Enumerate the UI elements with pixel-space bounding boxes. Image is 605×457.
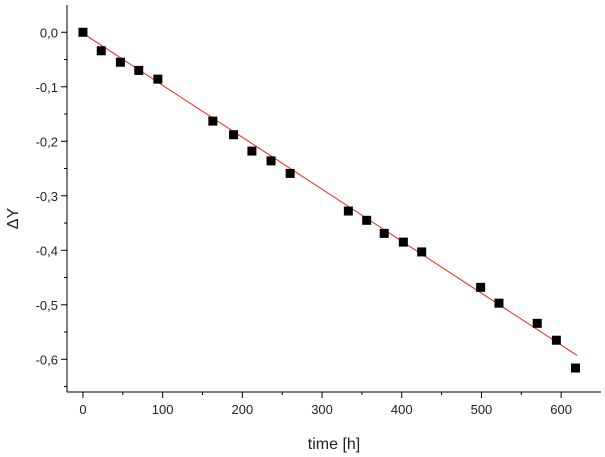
data-point bbox=[494, 298, 504, 308]
data-point bbox=[570, 363, 580, 373]
x-tick-label: 500 bbox=[471, 402, 493, 417]
data-point bbox=[153, 74, 163, 84]
x-tick-label: 100 bbox=[152, 402, 174, 417]
data-point bbox=[551, 335, 561, 345]
y-tick-label: 0,0 bbox=[40, 25, 58, 40]
data-point bbox=[362, 215, 372, 225]
data-point bbox=[417, 247, 427, 257]
data-point bbox=[134, 65, 144, 75]
y-tick-label: -0,5 bbox=[36, 298, 58, 313]
x-tick-label: 300 bbox=[311, 402, 333, 417]
data-point bbox=[398, 237, 408, 247]
x-axis-label: time [h] bbox=[308, 436, 360, 453]
y-tick-label: -0,1 bbox=[36, 80, 58, 95]
y-tick-label: -0,4 bbox=[36, 243, 58, 258]
x-tick-label: 0 bbox=[79, 402, 86, 417]
data-points bbox=[78, 27, 580, 373]
data-point bbox=[247, 146, 257, 156]
x-tick-label: 400 bbox=[391, 402, 413, 417]
axes: 0 100 200 300 400 500 600 0,0 -0,1 -0,2 -0,3 -0,4 -… bbox=[36, 5, 601, 417]
y-axis-label: ΔY bbox=[5, 207, 22, 229]
data-point bbox=[476, 282, 486, 292]
x-ticks: 0 100 200 300 400 500 600 bbox=[79, 392, 572, 417]
y-tick-label: -0,3 bbox=[36, 189, 58, 204]
y-tick-label: -0,6 bbox=[36, 352, 58, 367]
y-tick-label: -0,2 bbox=[36, 134, 58, 149]
data-point bbox=[532, 318, 542, 328]
data-point bbox=[343, 206, 353, 216]
x-tick-label: 600 bbox=[550, 402, 572, 417]
data-point bbox=[285, 168, 295, 178]
data-point bbox=[115, 57, 125, 67]
data-point bbox=[229, 130, 239, 140]
data-point bbox=[96, 46, 106, 56]
data-point bbox=[208, 116, 218, 126]
x-tick-label: 200 bbox=[231, 402, 253, 417]
data-point bbox=[266, 156, 276, 166]
y-ticks: 0,0 -0,1 -0,2 -0,3 -0,4 -0,5 -0,6 bbox=[36, 25, 67, 388]
data-point bbox=[379, 228, 389, 238]
data-point bbox=[78, 27, 88, 37]
